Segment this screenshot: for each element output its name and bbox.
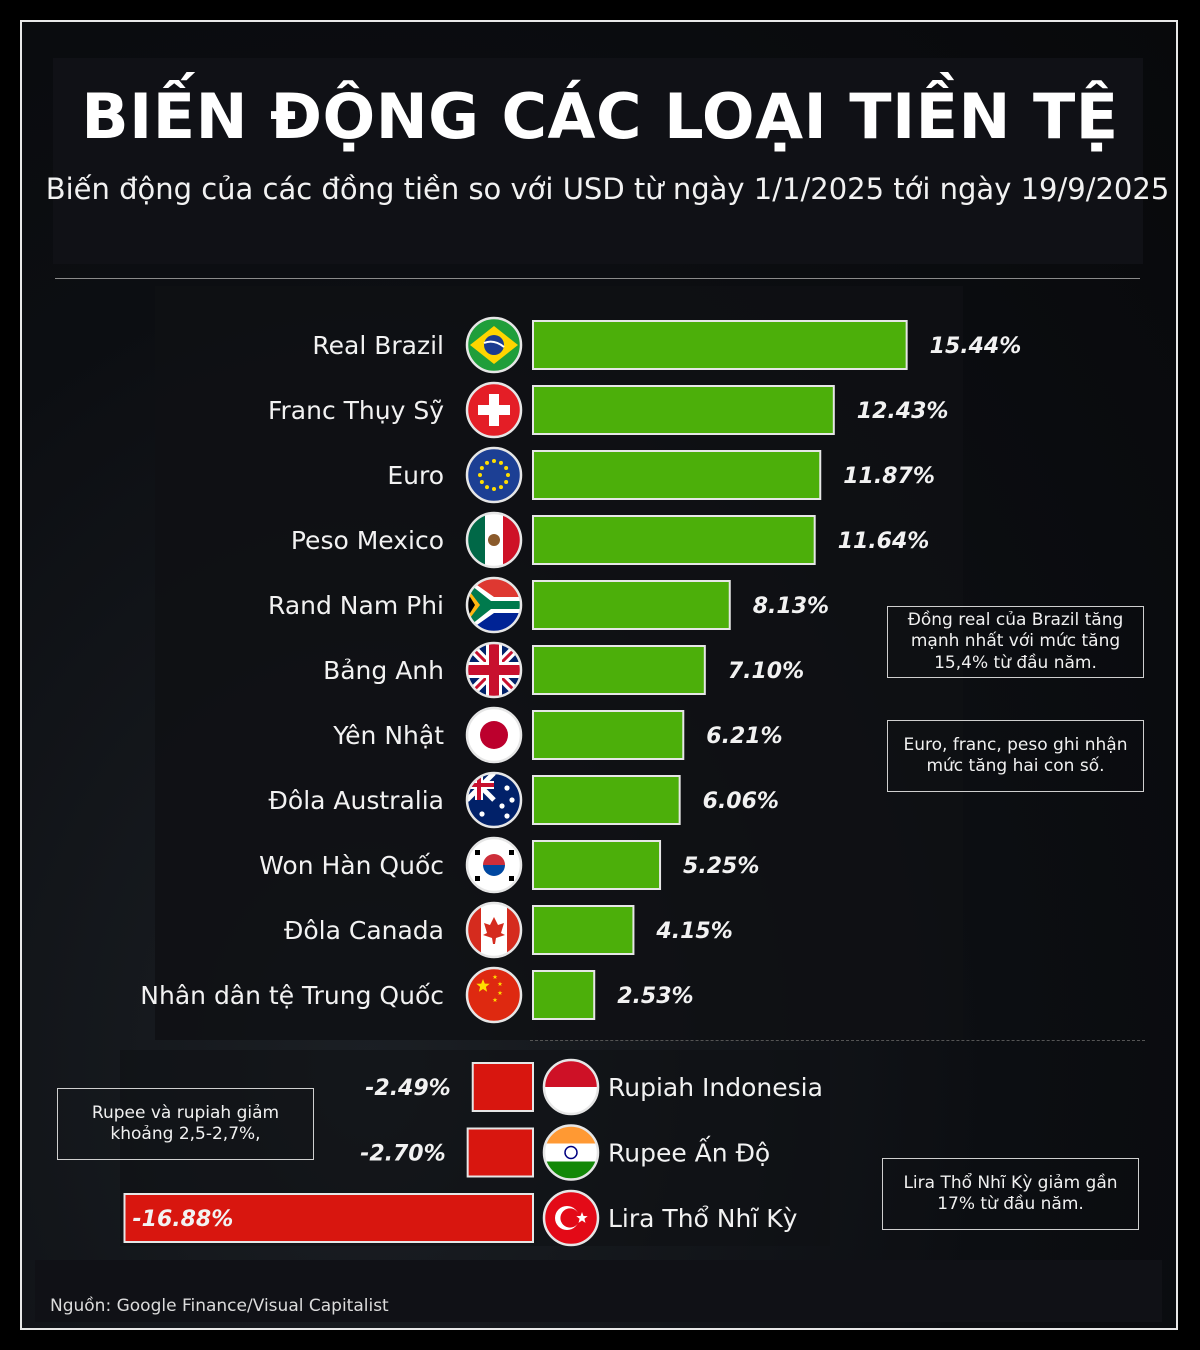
value-label: 11.64% bbox=[838, 529, 930, 554]
bar-positive bbox=[532, 320, 908, 370]
category-label: Nhân dân tệ Trung Quốc bbox=[140, 981, 444, 1010]
note-lira: Lira Thổ Nhĩ Kỳ giảm gần 17% từ đầu năm. bbox=[882, 1158, 1139, 1230]
note-euro: Euro, franc, peso ghi nhận mức tăng hai … bbox=[887, 720, 1144, 792]
value-label: -2.49% bbox=[365, 1076, 450, 1101]
flag-brazil-icon bbox=[467, 318, 521, 372]
flag-border bbox=[465, 381, 523, 439]
divider-dashed bbox=[530, 1040, 1145, 1041]
bar-negative bbox=[123, 1193, 534, 1243]
category-label: Euro bbox=[387, 461, 444, 490]
category-label: Lira Thổ Nhĩ Kỳ bbox=[608, 1204, 798, 1233]
flag-border bbox=[465, 316, 523, 374]
category-label: Peso Mexico bbox=[291, 526, 444, 555]
flag-eu-icon bbox=[467, 448, 521, 502]
flag-switzerland-icon bbox=[467, 383, 521, 437]
flag-border bbox=[542, 1189, 600, 1247]
value-label: -2.70% bbox=[360, 1142, 445, 1167]
flag-japan-icon bbox=[467, 708, 521, 762]
category-label: Đôla Canada bbox=[284, 916, 444, 945]
category-label: Bảng Anh bbox=[323, 656, 444, 685]
bar-positive bbox=[532, 515, 816, 565]
bar-negative bbox=[466, 1127, 534, 1178]
bar-positive bbox=[532, 385, 835, 435]
bar-positive bbox=[532, 905, 635, 955]
value-label: 15.44% bbox=[930, 334, 1022, 359]
note-rupee: Rupee và rupiah giảm khoảng 2,5-2,7%, bbox=[57, 1088, 314, 1160]
value-label: 2.53% bbox=[617, 984, 693, 1009]
value-label: 7.10% bbox=[728, 659, 804, 684]
flag-border bbox=[465, 966, 523, 1024]
flag-border bbox=[465, 511, 523, 569]
category-label: Rupee Ấn Độ bbox=[608, 1136, 770, 1168]
value-label: 6.06% bbox=[703, 789, 779, 814]
flag-border bbox=[542, 1124, 600, 1181]
flag-border bbox=[465, 836, 523, 894]
category-label: Yên Nhật bbox=[332, 721, 444, 750]
category-label: Đôla Australia bbox=[269, 786, 444, 815]
bar-negative bbox=[471, 1062, 535, 1112]
value-label: 11.87% bbox=[843, 464, 935, 489]
page-subtitle: Biến động của các đồng tiền so với USD t… bbox=[45, 172, 1170, 206]
value-label: 5.25% bbox=[683, 854, 759, 879]
note-brazil: Đồng real của Brazil tăng mạnh nhất với … bbox=[887, 606, 1144, 678]
flag-border bbox=[465, 576, 523, 634]
bar-positive bbox=[532, 580, 731, 630]
flag-uk-icon bbox=[467, 643, 521, 697]
flag-border bbox=[465, 446, 523, 504]
category-label: Franc Thụy Sỹ bbox=[268, 396, 444, 425]
flag-china-icon bbox=[467, 968, 521, 1022]
value-label: 4.15% bbox=[655, 919, 732, 944]
bar-positive bbox=[532, 970, 596, 1020]
flag-border bbox=[465, 706, 523, 764]
category-label: Real Brazil bbox=[312, 331, 444, 360]
value-label: 8.13% bbox=[753, 594, 829, 619]
flag-turkey-icon bbox=[544, 1191, 598, 1245]
bar-positive bbox=[532, 775, 681, 825]
page-title: BIẾN ĐỘNG CÁC LOẠI TIỀN TỆ bbox=[81, 80, 1119, 153]
bar-positive bbox=[532, 710, 685, 760]
value-label: 12.43% bbox=[857, 399, 949, 424]
bar-positive bbox=[532, 840, 662, 890]
flag-korea-icon bbox=[467, 838, 521, 892]
divider bbox=[55, 278, 1140, 279]
title-panel bbox=[53, 58, 1143, 264]
bar-positive bbox=[532, 450, 822, 500]
value-label: -16.88% bbox=[133, 1207, 234, 1232]
flag-border bbox=[465, 901, 523, 959]
category-label: Rand Nam Phi bbox=[268, 591, 444, 620]
flag-border bbox=[542, 1058, 600, 1116]
source-text: Nguồn: Google Finance/Visual Capitalist bbox=[50, 1296, 389, 1316]
value-label: 6.21% bbox=[706, 724, 782, 749]
category-label: Rupiah Indonesia bbox=[608, 1073, 823, 1102]
flag-border bbox=[465, 641, 523, 699]
flag-border bbox=[465, 771, 523, 829]
category-label: Won Hàn Quốc bbox=[259, 851, 444, 880]
bar-positive bbox=[532, 645, 706, 695]
source-panel bbox=[35, 1260, 1162, 1322]
